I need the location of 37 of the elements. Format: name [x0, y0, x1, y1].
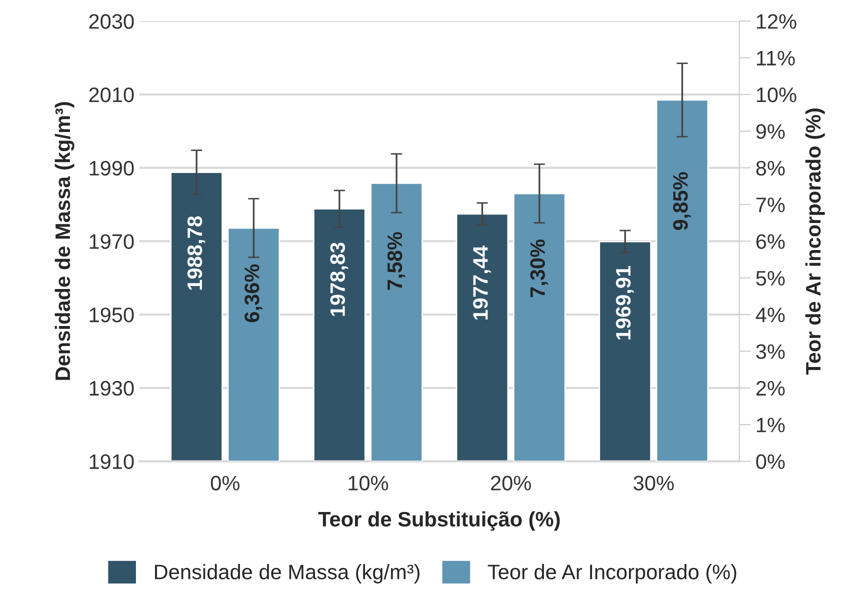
data-label: 1978,83: [330, 242, 348, 316]
y2-tick-label: 1%: [756, 418, 785, 432]
data-label: 6,36%: [244, 264, 262, 322]
y-tick-label: 1970: [90, 234, 134, 249]
y2-tick-label: 6%: [756, 234, 785, 249]
y2-tick-label: 8%: [756, 160, 785, 176]
y-tick-label: 1950: [90, 308, 134, 322]
y-tick-label: 2030: [89, 14, 134, 29]
x-tick-label: 20%: [491, 476, 531, 490]
x-tick-label: 10%: [348, 476, 388, 490]
y-axis-title: Densidade de Massa (kg/m³): [54, 102, 74, 380]
y2-tick-label: 12%: [756, 14, 796, 29]
y2-tick-label: 5%: [756, 270, 785, 286]
data-label: 1977,44: [473, 246, 491, 320]
data-label: 9,85%: [673, 172, 691, 230]
y2-tick-label: 0%: [756, 454, 785, 470]
y2-tick-label: 11%: [756, 50, 795, 66]
y2-tick-label: 10%: [756, 87, 796, 102]
y2-tick-label: 4%: [756, 308, 785, 322]
y2-tick-label: 9%: [756, 124, 785, 139]
y2-tick-label: 2%: [756, 380, 785, 396]
data-label: 1988,78: [187, 216, 206, 290]
y-tick-label: 1930: [90, 380, 134, 396]
y-tick-label: 1910: [90, 454, 134, 470]
x-tick-label: 0%: [210, 476, 240, 490]
y2-tick-label: 7%: [756, 198, 785, 212]
y-tick-label: 2010: [89, 87, 134, 102]
legend-label: Densidade de Massa (kg/m³): [155, 564, 420, 584]
x-tick-label: 30%: [634, 476, 674, 490]
x-axis-title: Teor de Substituição (%): [318, 511, 560, 531]
legend-label: Teor de Ar Incorporado (%): [488, 564, 736, 584]
data-label: 7,30%: [530, 240, 548, 298]
data-label: 1969,91: [616, 266, 634, 340]
y-tick-label: 1990: [90, 160, 134, 176]
y2-tick-label: 3%: [756, 344, 785, 359]
y2-axis-title: Teor de Ar incorporado (%): [805, 108, 825, 375]
data-label: 7,58%: [387, 232, 406, 290]
